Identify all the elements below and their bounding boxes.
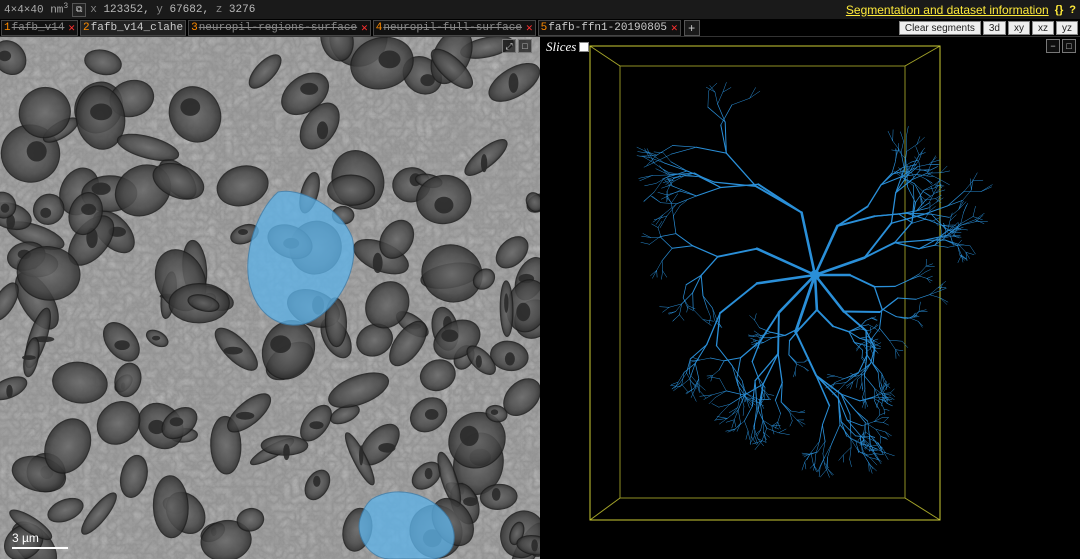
view-xz-button[interactable]: xz xyxy=(1032,21,1054,35)
layer-tab[interactable]: 4neuropil-full-surface✕ xyxy=(373,20,536,36)
slices-checkbox[interactable] xyxy=(579,42,589,52)
coord-z: 3276 xyxy=(229,4,255,16)
coord-x: 123352 xyxy=(103,4,143,16)
xy-slice-panel[interactable]: ⤢ □ 3 µm xyxy=(0,37,540,559)
panel-move-icon[interactable]: ⤢ xyxy=(502,39,516,53)
slices-toggle[interactable]: Slices xyxy=(546,39,589,55)
viewer-panels: ⤢ □ 3 µm Slices − □ xyxy=(0,37,1080,559)
layer-tab[interactable]: 1fafb_v14✕ xyxy=(1,20,78,36)
copy-coords-icon[interactable]: ⧉ xyxy=(72,3,86,17)
segmentation-info-link[interactable]: Segmentation and dataset information xyxy=(846,3,1049,17)
close-icon[interactable]: ✕ xyxy=(361,21,368,35)
3d-panel[interactable]: Slices − □ xyxy=(540,37,1080,559)
panel-minimize-icon[interactable]: − xyxy=(1046,39,1060,53)
em-image xyxy=(0,37,540,559)
layer-tab[interactable]: 3neuropil-regions-surface✕ xyxy=(188,20,371,36)
view-3d-button[interactable]: 3d xyxy=(983,21,1006,35)
close-icon[interactable]: ✕ xyxy=(671,21,678,35)
top-coordinate-bar: 4×4×40 nm3 ⧉ x 123352, y 67682, z 3276 S… xyxy=(0,0,1080,19)
view-xy-button[interactable]: xy xyxy=(1008,21,1030,35)
neuron-3d-view xyxy=(540,37,1080,559)
close-icon[interactable]: ✕ xyxy=(526,21,533,35)
scale-bar: 3 µm xyxy=(12,531,68,549)
clear-segments-button[interactable]: Clear segments xyxy=(899,21,981,35)
layer-tab[interactable]: 5fafb-ffn1-20190805✕ xyxy=(538,20,681,36)
view-controls: Clear segments 3d xy xz yz xyxy=(899,19,1078,37)
panel-maximize-icon[interactable]: □ xyxy=(518,39,532,53)
layer-tab[interactable]: 2fafb_v14_clahe xyxy=(80,20,186,36)
view-yz-button[interactable]: yz xyxy=(1056,21,1078,35)
voxel-resolution: 4×4×40 nm3 xyxy=(4,2,68,17)
json-state-icon[interactable]: {} xyxy=(1055,4,1064,16)
add-layer-button[interactable]: + xyxy=(684,20,700,36)
layer-tab-bar: 1fafb_v14✕2fafb_v14_clahe3neuropil-regio… xyxy=(0,19,1080,37)
help-icon[interactable]: ? xyxy=(1069,4,1076,16)
coordinate-readout: ⧉ x 123352, y 67682, z 3276 xyxy=(70,3,255,17)
coord-y: 67682 xyxy=(169,4,202,16)
close-icon[interactable]: ✕ xyxy=(68,21,75,35)
panel-maximize-icon[interactable]: □ xyxy=(1062,39,1076,53)
